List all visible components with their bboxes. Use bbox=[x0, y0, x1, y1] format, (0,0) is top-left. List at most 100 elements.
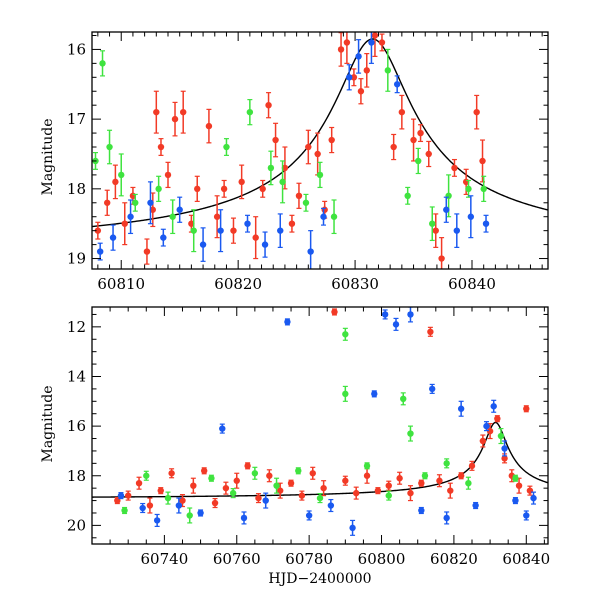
top-point bbox=[443, 206, 450, 213]
top-point bbox=[343, 39, 351, 46]
bottom-point bbox=[479, 437, 487, 445]
bottom-point bbox=[385, 482, 392, 489]
bottom-point bbox=[219, 425, 226, 432]
bottom-point bbox=[512, 497, 519, 504]
top-point bbox=[398, 108, 406, 116]
top-point bbox=[155, 185, 162, 193]
bottom-point bbox=[363, 462, 371, 470]
top-point bbox=[305, 143, 312, 151]
bottom-frame bbox=[91, 306, 549, 545]
top-point bbox=[99, 60, 106, 67]
bottom-point bbox=[240, 514, 248, 522]
bottom-y-tick-label: 16 bbox=[67, 417, 86, 435]
bottom-point bbox=[407, 430, 414, 437]
top-point bbox=[121, 220, 128, 227]
top-point bbox=[213, 213, 221, 220]
bottom-point bbox=[153, 517, 161, 524]
bottom-point bbox=[523, 405, 530, 412]
top-point bbox=[295, 192, 303, 200]
top-point bbox=[261, 241, 269, 248]
bottom-point bbox=[266, 472, 273, 479]
bottom-point bbox=[186, 512, 193, 519]
top-point bbox=[314, 150, 321, 158]
bottom-point bbox=[374, 487, 382, 494]
bottom-series-1 bbox=[121, 327, 519, 524]
top-point bbox=[410, 136, 417, 144]
top-y-tick-label: 16 bbox=[67, 40, 86, 58]
bottom-point bbox=[523, 512, 530, 519]
bottom-point bbox=[512, 475, 519, 482]
top-point bbox=[220, 185, 228, 193]
bottom-point bbox=[363, 472, 371, 479]
top-point bbox=[246, 108, 254, 116]
bottom-point bbox=[331, 308, 338, 316]
top-point bbox=[265, 101, 272, 109]
bottom-point bbox=[208, 475, 215, 482]
bottom-y-tick-label: 14 bbox=[67, 367, 86, 385]
bottom-point bbox=[392, 321, 400, 328]
top-point bbox=[368, 39, 375, 46]
top-x-tick-label: 60810 bbox=[97, 275, 145, 293]
bottom-point bbox=[501, 445, 508, 452]
bottom-point bbox=[305, 512, 313, 519]
bottom-series-0 bbox=[114, 308, 534, 514]
top-point bbox=[180, 108, 187, 116]
top-point bbox=[127, 213, 134, 220]
top-point bbox=[176, 206, 183, 213]
top-y-tick-label: 18 bbox=[67, 180, 86, 198]
top-point bbox=[371, 32, 379, 39]
bottom-x-tick-label: 60800 bbox=[358, 550, 406, 568]
top-point bbox=[465, 185, 472, 193]
top-point bbox=[404, 192, 411, 200]
bottom-point bbox=[124, 492, 132, 499]
bottom-panel: 60740 60760 60780 60800 60820 60840 12 14 16 18 20 bbox=[67, 306, 550, 568]
top-point bbox=[321, 206, 328, 213]
bottom-point bbox=[342, 477, 349, 484]
top-point bbox=[190, 227, 197, 234]
top-series-0 bbox=[94, 32, 486, 269]
bottom-point bbox=[244, 462, 251, 470]
top-point bbox=[328, 136, 335, 144]
top-point bbox=[112, 178, 119, 186]
bottom-point bbox=[179, 497, 186, 504]
bottom-point bbox=[497, 432, 505, 440]
top-x-tick-label: 60820 bbox=[214, 275, 262, 293]
bottom-point bbox=[407, 489, 414, 497]
bottom-point bbox=[229, 489, 237, 497]
top-point bbox=[153, 108, 160, 116]
top-point bbox=[143, 248, 151, 255]
bottom-point bbox=[139, 504, 146, 512]
top-point bbox=[164, 171, 172, 179]
top-point bbox=[132, 199, 139, 206]
bottom-point bbox=[465, 479, 472, 487]
top-point bbox=[346, 74, 353, 81]
bottom-point bbox=[211, 499, 219, 507]
top-point bbox=[363, 67, 370, 74]
top-point bbox=[157, 143, 165, 151]
bottom-point bbox=[385, 492, 392, 499]
bottom-point bbox=[447, 487, 454, 494]
top-point bbox=[279, 178, 286, 186]
top-point bbox=[147, 199, 154, 206]
bottom-point bbox=[251, 470, 259, 477]
bottom-point bbox=[316, 494, 324, 502]
bottom-point bbox=[320, 484, 327, 492]
top-y-axis-label: Magnitude bbox=[40, 118, 56, 195]
top-panel: 60810 60820 60830 60840 16 17 18 19 bbox=[67, 31, 549, 293]
bottom-point bbox=[197, 509, 204, 517]
top-point bbox=[104, 199, 111, 206]
bottom-x-tick-label: 60780 bbox=[285, 550, 333, 568]
bottom-point bbox=[428, 385, 436, 393]
top-point bbox=[330, 213, 338, 220]
top-series-2 bbox=[96, 32, 490, 269]
top-point bbox=[415, 157, 422, 165]
bottom-y-tick-label: 12 bbox=[67, 318, 86, 336]
bottom-point bbox=[400, 395, 407, 403]
top-y-tick-label: 17 bbox=[67, 110, 86, 128]
bottom-point bbox=[222, 484, 230, 492]
bottom-point bbox=[427, 328, 434, 336]
top-point bbox=[425, 150, 432, 158]
bottom-point bbox=[298, 492, 306, 499]
top-point bbox=[453, 227, 460, 234]
bottom-point bbox=[443, 514, 450, 522]
